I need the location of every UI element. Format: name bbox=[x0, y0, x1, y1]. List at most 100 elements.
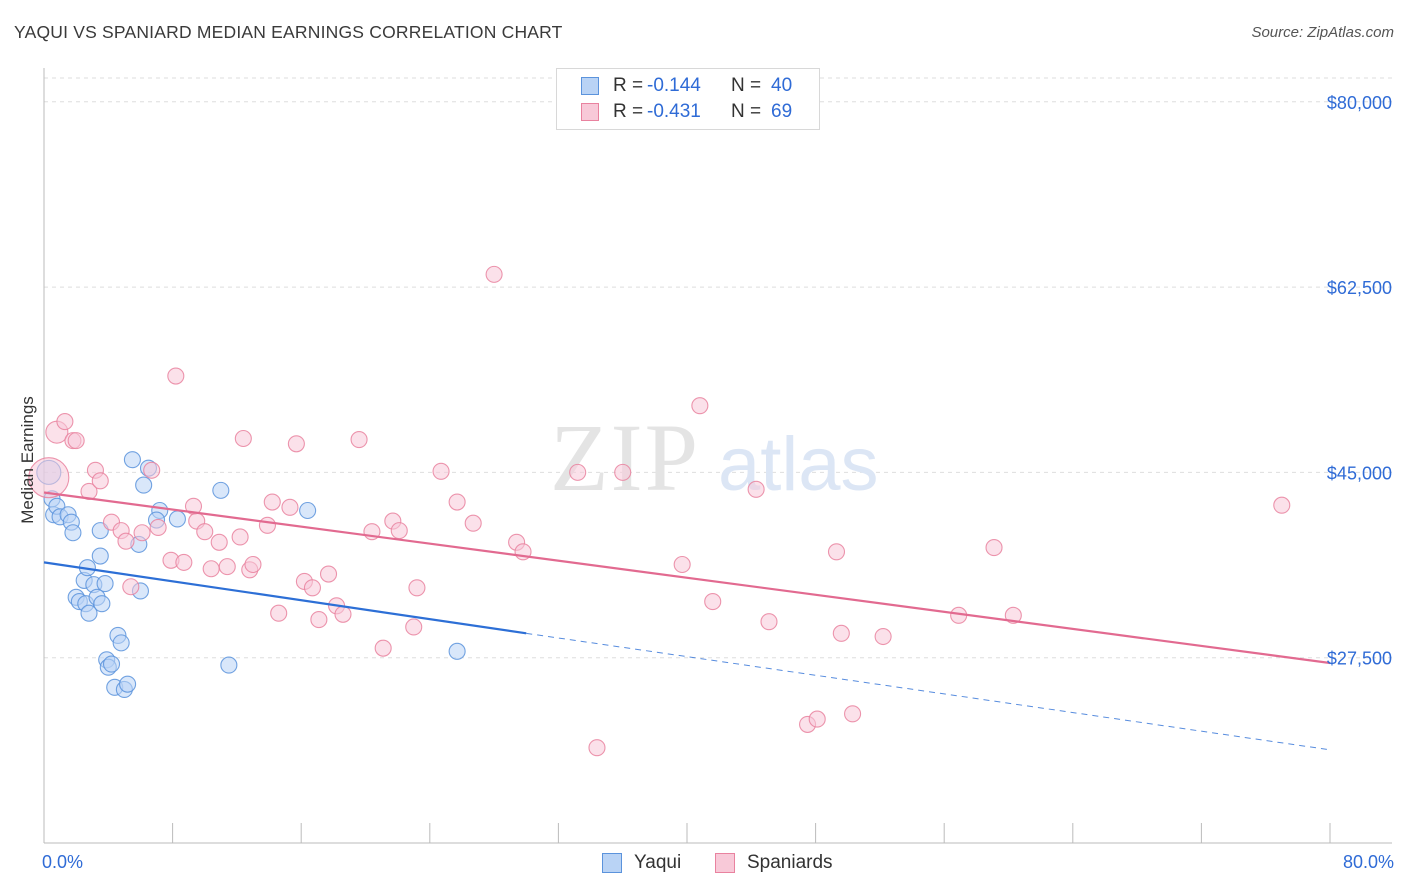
point-yaqui bbox=[119, 675, 137, 693]
point-spaniards bbox=[117, 532, 135, 550]
point-spaniards bbox=[485, 265, 503, 283]
point-spaniards bbox=[210, 533, 228, 551]
point-spaniards bbox=[234, 429, 252, 448]
point-yaqui bbox=[168, 510, 186, 528]
point-spaniards bbox=[464, 514, 482, 532]
legend-n-value-yaqui: 40 bbox=[771, 75, 793, 96]
point-spaniards bbox=[844, 705, 862, 723]
point-spaniards bbox=[691, 397, 709, 415]
correlation-legend: R = -0.144 N = 40 R = -0.431 N = 69 bbox=[556, 68, 820, 130]
point-spaniards bbox=[218, 558, 236, 576]
point-spaniards bbox=[122, 578, 140, 596]
point-spaniards bbox=[832, 624, 850, 642]
point-spaniards bbox=[303, 579, 322, 597]
point-spaniards bbox=[1273, 496, 1291, 514]
point-yaqui bbox=[91, 547, 109, 565]
point-spaniards bbox=[827, 543, 846, 561]
point-spaniards bbox=[334, 605, 352, 623]
chart-title: YAQUI VS SPANIARD MEDIAN EARNINGS CORREL… bbox=[14, 22, 563, 42]
point-spaniards bbox=[985, 539, 1003, 557]
point-yaqui bbox=[64, 524, 82, 542]
point-spaniards bbox=[196, 523, 214, 541]
point-yaqui bbox=[96, 575, 114, 593]
point-spaniards bbox=[760, 613, 778, 631]
point-spaniards bbox=[408, 579, 426, 597]
point-spaniards bbox=[319, 565, 338, 583]
point-spaniards bbox=[149, 518, 167, 536]
points-layer bbox=[28, 265, 1291, 757]
point-spaniards bbox=[231, 528, 249, 546]
point-spaniards bbox=[258, 516, 276, 534]
point-spaniards bbox=[874, 627, 892, 646]
y-tick-label: $27,500 bbox=[1327, 649, 1392, 669]
trendline-yaqui-extension bbox=[526, 632, 1331, 751]
legend-swatch-yaqui bbox=[581, 77, 599, 95]
point-spaniards bbox=[28, 457, 70, 499]
legend-r-value-spaniards: -0.431 bbox=[647, 101, 701, 122]
point-yaqui bbox=[123, 451, 141, 469]
point-yaqui bbox=[80, 604, 98, 622]
point-spaniards bbox=[405, 618, 423, 636]
point-spaniards bbox=[202, 560, 220, 578]
point-spaniards bbox=[432, 462, 450, 480]
point-yaqui bbox=[112, 634, 130, 652]
bottom-legend-label-spaniards: Spaniards bbox=[747, 852, 833, 873]
trendline-spaniards bbox=[43, 491, 1331, 665]
legend-n-label: N = bbox=[731, 75, 762, 96]
y-tick-label: $80,000 bbox=[1327, 93, 1392, 113]
point-yaqui bbox=[448, 642, 466, 660]
point-spaniards bbox=[244, 555, 262, 574]
point-spaniards bbox=[390, 522, 408, 540]
trendline-yaqui bbox=[43, 561, 527, 635]
x-tick-label-min: 0.0% bbox=[42, 852, 84, 872]
point-spaniards bbox=[350, 431, 368, 449]
bottom-legend-swatch-spaniards bbox=[715, 853, 735, 873]
legend-n-value-spaniards: 69 bbox=[771, 101, 793, 122]
y-tick-labels: $27,500 $45,000 $62,500 $80,000 bbox=[1327, 93, 1392, 669]
point-yaqui bbox=[220, 656, 238, 674]
point-spaniards bbox=[56, 413, 74, 431]
point-spaniards bbox=[310, 611, 328, 629]
legend-r-value-yaqui: -0.144 bbox=[647, 75, 701, 96]
point-spaniards bbox=[1004, 606, 1022, 624]
bottom-legend-label-yaqui: Yaqui bbox=[634, 852, 682, 873]
point-spaniards bbox=[91, 472, 109, 490]
point-yaqui bbox=[135, 476, 153, 494]
legend-swatch-spaniards bbox=[581, 103, 599, 121]
y-axis-label: Median Earnings bbox=[18, 396, 37, 524]
point-spaniards bbox=[270, 604, 288, 622]
point-spaniards bbox=[167, 367, 185, 385]
point-spaniards bbox=[287, 435, 305, 453]
point-spaniards bbox=[588, 739, 606, 757]
y-tick-label: $45,000 bbox=[1327, 463, 1392, 483]
watermark: ZIP atlas bbox=[550, 404, 879, 511]
point-spaniards bbox=[67, 432, 85, 450]
x-tick-label-max: 80.0% bbox=[1342, 852, 1394, 872]
legend-n-label: N = bbox=[731, 101, 762, 122]
point-spaniards bbox=[448, 493, 466, 511]
point-spaniards bbox=[263, 493, 281, 511]
legend-r-label: R = bbox=[613, 101, 644, 122]
point-spaniards bbox=[143, 461, 161, 479]
point-yaqui bbox=[212, 481, 230, 499]
point-yaqui bbox=[299, 501, 317, 520]
point-spaniards bbox=[281, 498, 299, 516]
bottom-legend-swatch-yaqui bbox=[602, 853, 622, 873]
trend-layer bbox=[43, 491, 1331, 751]
point-spaniards bbox=[133, 524, 151, 542]
point-spaniards bbox=[614, 463, 632, 481]
y-tick-label: $62,500 bbox=[1327, 278, 1392, 298]
point-spaniards bbox=[569, 463, 587, 481]
point-spaniards bbox=[704, 593, 722, 611]
axis-layer bbox=[43, 68, 1392, 844]
watermark-atlas: atlas bbox=[718, 422, 879, 507]
point-spaniards bbox=[175, 553, 193, 571]
point-spaniards bbox=[808, 710, 826, 728]
point-spaniards bbox=[374, 639, 392, 657]
point-yaqui bbox=[102, 655, 121, 673]
legend-r-label: R = bbox=[613, 75, 644, 96]
point-spaniards bbox=[673, 555, 691, 574]
point-spaniards bbox=[747, 480, 765, 498]
watermark-zip: ZIP bbox=[550, 404, 700, 511]
